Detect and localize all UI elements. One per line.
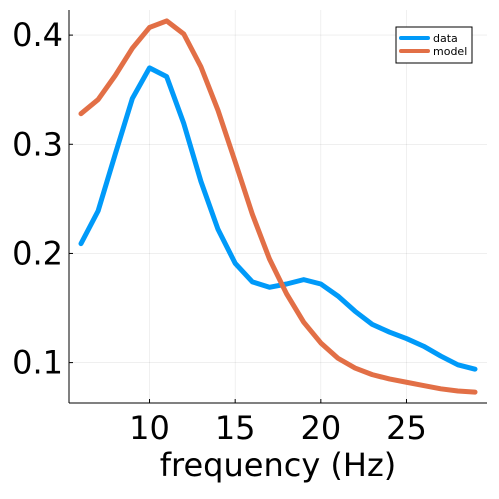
- legend-label-model: model: [433, 45, 467, 58]
- y-tick-label: 0.1: [12, 344, 63, 382]
- x-tick-label: 15: [215, 409, 256, 447]
- x-axis-label: frequency (Hz): [160, 446, 397, 484]
- x-tick-label: 10: [129, 409, 170, 447]
- y-tick-label: 0.3: [12, 125, 63, 163]
- y-tick-label: 0.2: [12, 234, 63, 272]
- legend-label-data: data: [433, 32, 458, 45]
- y-tick-label: 0.4: [12, 16, 63, 54]
- legend: data model: [396, 27, 472, 63]
- x-tick-label: 25: [386, 409, 427, 447]
- x-tick-label: 20: [300, 409, 341, 447]
